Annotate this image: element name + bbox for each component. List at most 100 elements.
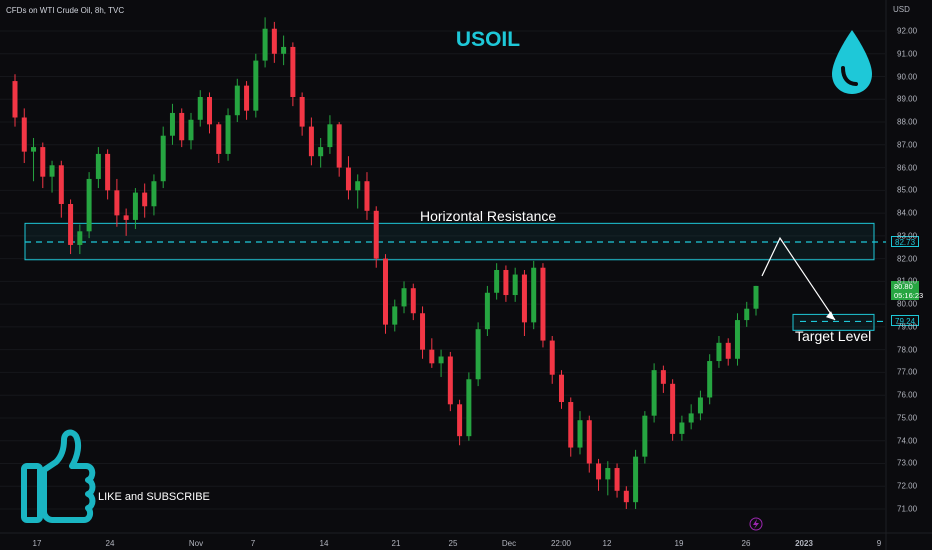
y-tick-label: 72.00: [897, 481, 918, 491]
y-tick-label: 81.00: [897, 276, 918, 286]
candle: [558, 370, 564, 409]
candle-body: [475, 329, 481, 380]
candle-body: [716, 342, 722, 362]
water-drop-icon: [832, 30, 872, 94]
candle-body: [179, 112, 185, 141]
y-tick-label: 92.00: [897, 26, 918, 36]
candle: [244, 81, 250, 120]
candle-body: [679, 422, 685, 434]
water-drop-shine: [841, 66, 858, 86]
candle: [197, 90, 203, 127]
candle: [392, 299, 398, 332]
candle-body: [753, 285, 759, 309]
candle: [188, 112, 194, 150]
flash-bolt: [753, 519, 759, 529]
candle: [679, 415, 685, 441]
candle: [549, 336, 555, 384]
candle: [86, 172, 92, 239]
candle: [253, 53, 259, 118]
candle: [744, 301, 750, 327]
candle-body: [364, 181, 370, 211]
x-tick-label: 19: [674, 539, 684, 548]
candle: [21, 108, 27, 164]
candle: [132, 188, 138, 230]
candle-body: [466, 379, 472, 437]
candle-body: [244, 85, 250, 111]
candle: [373, 206, 379, 268]
candle: [207, 92, 213, 134]
candle: [568, 397, 574, 457]
last-price-tag: 80.80 05:16:23: [891, 281, 923, 300]
x-tick-label: Nov: [188, 539, 204, 548]
y-tick-label: 82.00: [897, 254, 918, 264]
candle: [642, 411, 648, 464]
candle-body: [68, 203, 74, 245]
y-tick-label: 84.00: [897, 208, 918, 218]
resistance-label: Horizontal Resistance: [420, 208, 557, 224]
candle-body: [281, 46, 287, 54]
candle: [707, 354, 713, 405]
candle-body: [21, 117, 27, 152]
candle: [401, 281, 407, 314]
candle-body: [299, 97, 305, 127]
candle: [105, 149, 111, 200]
candle: [725, 338, 731, 366]
x-tick-label: 9: [876, 539, 882, 548]
candle-body: [355, 181, 361, 191]
candle-body: [596, 463, 602, 480]
candle: [503, 265, 509, 302]
thumbs-up-hand: [41, 429, 96, 523]
candle: [614, 463, 620, 498]
candle-body: [290, 46, 296, 98]
candle: [336, 122, 342, 177]
candle: [531, 260, 537, 330]
candle-body: [373, 210, 379, 259]
candle-body: [234, 85, 240, 116]
candle: [123, 208, 129, 236]
candle: [58, 160, 64, 218]
candle-body: [160, 135, 166, 182]
candle-body: [58, 165, 64, 204]
candle: [40, 142, 46, 189]
x-tick-label: 7: [250, 539, 256, 548]
candle-body: [420, 313, 426, 350]
candle-body: [197, 97, 203, 120]
candle-body: [271, 28, 277, 54]
candle-body: [521, 274, 527, 323]
candle: [633, 449, 639, 509]
currency-label: USD: [893, 5, 910, 14]
candle: [734, 313, 740, 366]
y-tick-label: 90.00: [897, 72, 918, 82]
projection-path: [761, 236, 836, 321]
candle: [577, 411, 583, 455]
candle-body: [651, 370, 657, 416]
candle: [327, 115, 333, 154]
x-tick-label: Dec: [501, 539, 517, 548]
y-tick-label: 83.00: [897, 231, 918, 241]
candle-body: [447, 356, 453, 405]
y-tick-label: 88.00: [897, 117, 918, 127]
candle: [271, 21, 277, 63]
candle-body: [429, 349, 435, 364]
x-tick-label: 14: [319, 539, 329, 548]
candle: [355, 174, 361, 209]
resistance-zone: [24, 222, 875, 261]
candle: [475, 322, 481, 387]
candle-body: [512, 274, 518, 296]
candle: [716, 336, 722, 368]
candle: [586, 415, 592, 473]
x-tick-label: 2023: [795, 539, 813, 548]
zones: [24, 222, 886, 331]
candle: [142, 183, 148, 218]
candle: [494, 263, 500, 300]
candle: [364, 172, 370, 220]
candle-body: [253, 60, 259, 111]
candle-body: [633, 456, 639, 503]
candle-body: [86, 178, 92, 232]
candle-body: [114, 190, 120, 216]
y-tick-label: 75.00: [897, 413, 918, 423]
candle: [345, 156, 351, 200]
